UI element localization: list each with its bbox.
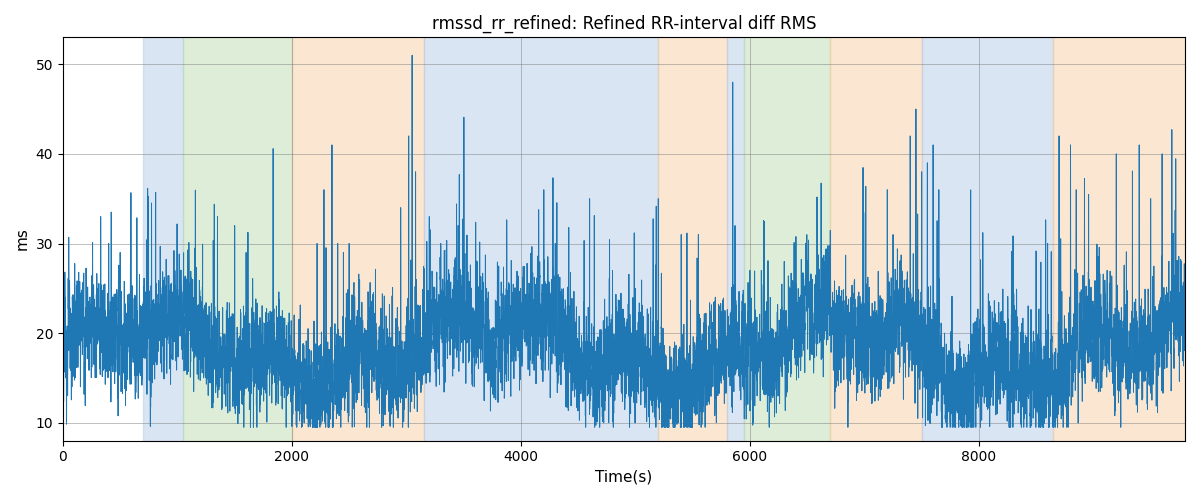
Title: rmssd_rr_refined: Refined RR-interval diff RMS: rmssd_rr_refined: Refined RR-interval di… <box>432 15 816 34</box>
Bar <box>1054 38 1186 440</box>
Bar <box>143 38 184 440</box>
X-axis label: Time(s): Time(s) <box>595 470 653 485</box>
Bar <box>424 38 659 440</box>
Bar <box>744 38 830 440</box>
Bar <box>184 38 292 440</box>
Bar <box>659 38 727 440</box>
Bar <box>727 38 744 440</box>
Y-axis label: ms: ms <box>16 228 30 250</box>
Bar <box>922 38 1054 440</box>
Bar <box>292 38 424 440</box>
Bar <box>830 38 922 440</box>
